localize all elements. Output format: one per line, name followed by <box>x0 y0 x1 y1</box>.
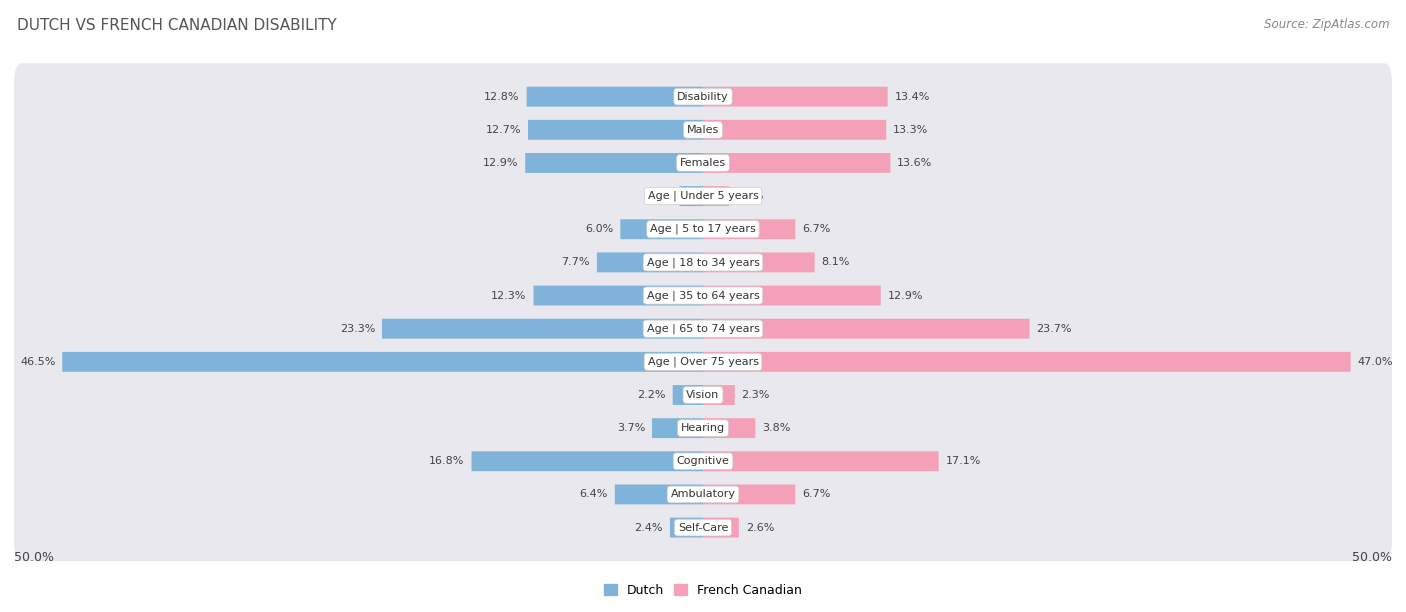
FancyBboxPatch shape <box>382 319 703 338</box>
Text: 13.6%: 13.6% <box>897 158 932 168</box>
Text: 6.7%: 6.7% <box>803 490 831 499</box>
Text: Age | 5 to 17 years: Age | 5 to 17 years <box>650 224 756 234</box>
Text: Vision: Vision <box>686 390 720 400</box>
FancyBboxPatch shape <box>14 362 1392 428</box>
Text: 1.7%: 1.7% <box>644 191 672 201</box>
Text: 12.8%: 12.8% <box>484 92 520 102</box>
Text: 17.1%: 17.1% <box>945 457 981 466</box>
Text: 8.1%: 8.1% <box>821 258 849 267</box>
FancyBboxPatch shape <box>620 219 703 239</box>
Text: Age | 18 to 34 years: Age | 18 to 34 years <box>647 257 759 267</box>
FancyBboxPatch shape <box>14 229 1392 296</box>
FancyBboxPatch shape <box>703 452 939 471</box>
FancyBboxPatch shape <box>14 295 1392 362</box>
Text: Self-Care: Self-Care <box>678 523 728 532</box>
Text: Age | 35 to 64 years: Age | 35 to 64 years <box>647 290 759 300</box>
Text: 2.6%: 2.6% <box>745 523 775 532</box>
FancyBboxPatch shape <box>703 485 796 504</box>
FancyBboxPatch shape <box>471 452 703 471</box>
Text: 12.9%: 12.9% <box>887 291 924 300</box>
Text: 6.4%: 6.4% <box>579 490 607 499</box>
FancyBboxPatch shape <box>703 385 735 405</box>
Text: 12.9%: 12.9% <box>482 158 519 168</box>
Text: Females: Females <box>681 158 725 168</box>
Text: 16.8%: 16.8% <box>429 457 464 466</box>
FancyBboxPatch shape <box>14 96 1392 163</box>
FancyBboxPatch shape <box>703 153 890 173</box>
FancyBboxPatch shape <box>14 196 1392 263</box>
Text: 12.7%: 12.7% <box>485 125 522 135</box>
FancyBboxPatch shape <box>14 63 1392 130</box>
Text: 23.7%: 23.7% <box>1036 324 1071 334</box>
FancyBboxPatch shape <box>672 385 703 405</box>
FancyBboxPatch shape <box>14 130 1392 196</box>
FancyBboxPatch shape <box>14 163 1392 230</box>
FancyBboxPatch shape <box>703 252 814 272</box>
FancyBboxPatch shape <box>703 120 886 140</box>
Text: Age | 65 to 74 years: Age | 65 to 74 years <box>647 324 759 334</box>
FancyBboxPatch shape <box>703 352 1351 371</box>
FancyBboxPatch shape <box>526 153 703 173</box>
FancyBboxPatch shape <box>14 262 1392 329</box>
FancyBboxPatch shape <box>527 87 703 106</box>
Text: 6.0%: 6.0% <box>585 224 613 234</box>
FancyBboxPatch shape <box>669 518 703 537</box>
Text: Ambulatory: Ambulatory <box>671 490 735 499</box>
Text: Hearing: Hearing <box>681 423 725 433</box>
Text: 2.2%: 2.2% <box>637 390 666 400</box>
FancyBboxPatch shape <box>598 252 703 272</box>
FancyBboxPatch shape <box>614 485 703 504</box>
Text: 13.4%: 13.4% <box>894 92 929 102</box>
Text: Males: Males <box>688 125 718 135</box>
FancyBboxPatch shape <box>14 461 1392 528</box>
Text: 1.9%: 1.9% <box>737 191 765 201</box>
Text: 47.0%: 47.0% <box>1358 357 1393 367</box>
Text: 50.0%: 50.0% <box>1353 551 1392 564</box>
Text: 23.3%: 23.3% <box>340 324 375 334</box>
Text: 12.3%: 12.3% <box>491 291 527 300</box>
FancyBboxPatch shape <box>62 352 703 371</box>
Text: 13.3%: 13.3% <box>893 125 928 135</box>
FancyBboxPatch shape <box>703 418 755 438</box>
FancyBboxPatch shape <box>703 186 730 206</box>
Text: 7.7%: 7.7% <box>561 258 591 267</box>
Text: Cognitive: Cognitive <box>676 457 730 466</box>
FancyBboxPatch shape <box>703 319 1029 338</box>
FancyBboxPatch shape <box>529 120 703 140</box>
FancyBboxPatch shape <box>703 518 738 537</box>
FancyBboxPatch shape <box>679 186 703 206</box>
Text: 3.8%: 3.8% <box>762 423 790 433</box>
Legend: Dutch, French Canadian: Dutch, French Canadian <box>599 579 807 602</box>
Text: 3.7%: 3.7% <box>617 423 645 433</box>
FancyBboxPatch shape <box>703 219 796 239</box>
Text: 6.7%: 6.7% <box>803 224 831 234</box>
Text: 46.5%: 46.5% <box>20 357 55 367</box>
FancyBboxPatch shape <box>703 286 880 305</box>
FancyBboxPatch shape <box>14 329 1392 395</box>
FancyBboxPatch shape <box>652 418 703 438</box>
Text: DUTCH VS FRENCH CANADIAN DISABILITY: DUTCH VS FRENCH CANADIAN DISABILITY <box>17 18 336 34</box>
Text: Age | Under 5 years: Age | Under 5 years <box>648 191 758 201</box>
FancyBboxPatch shape <box>14 395 1392 461</box>
FancyBboxPatch shape <box>14 494 1392 561</box>
FancyBboxPatch shape <box>703 87 887 106</box>
Text: 50.0%: 50.0% <box>14 551 53 564</box>
Text: Source: ZipAtlas.com: Source: ZipAtlas.com <box>1264 18 1389 31</box>
Text: Disability: Disability <box>678 92 728 102</box>
FancyBboxPatch shape <box>533 286 703 305</box>
Text: 2.3%: 2.3% <box>741 390 770 400</box>
FancyBboxPatch shape <box>14 428 1392 494</box>
Text: Age | Over 75 years: Age | Over 75 years <box>648 357 758 367</box>
Text: 2.4%: 2.4% <box>634 523 664 532</box>
